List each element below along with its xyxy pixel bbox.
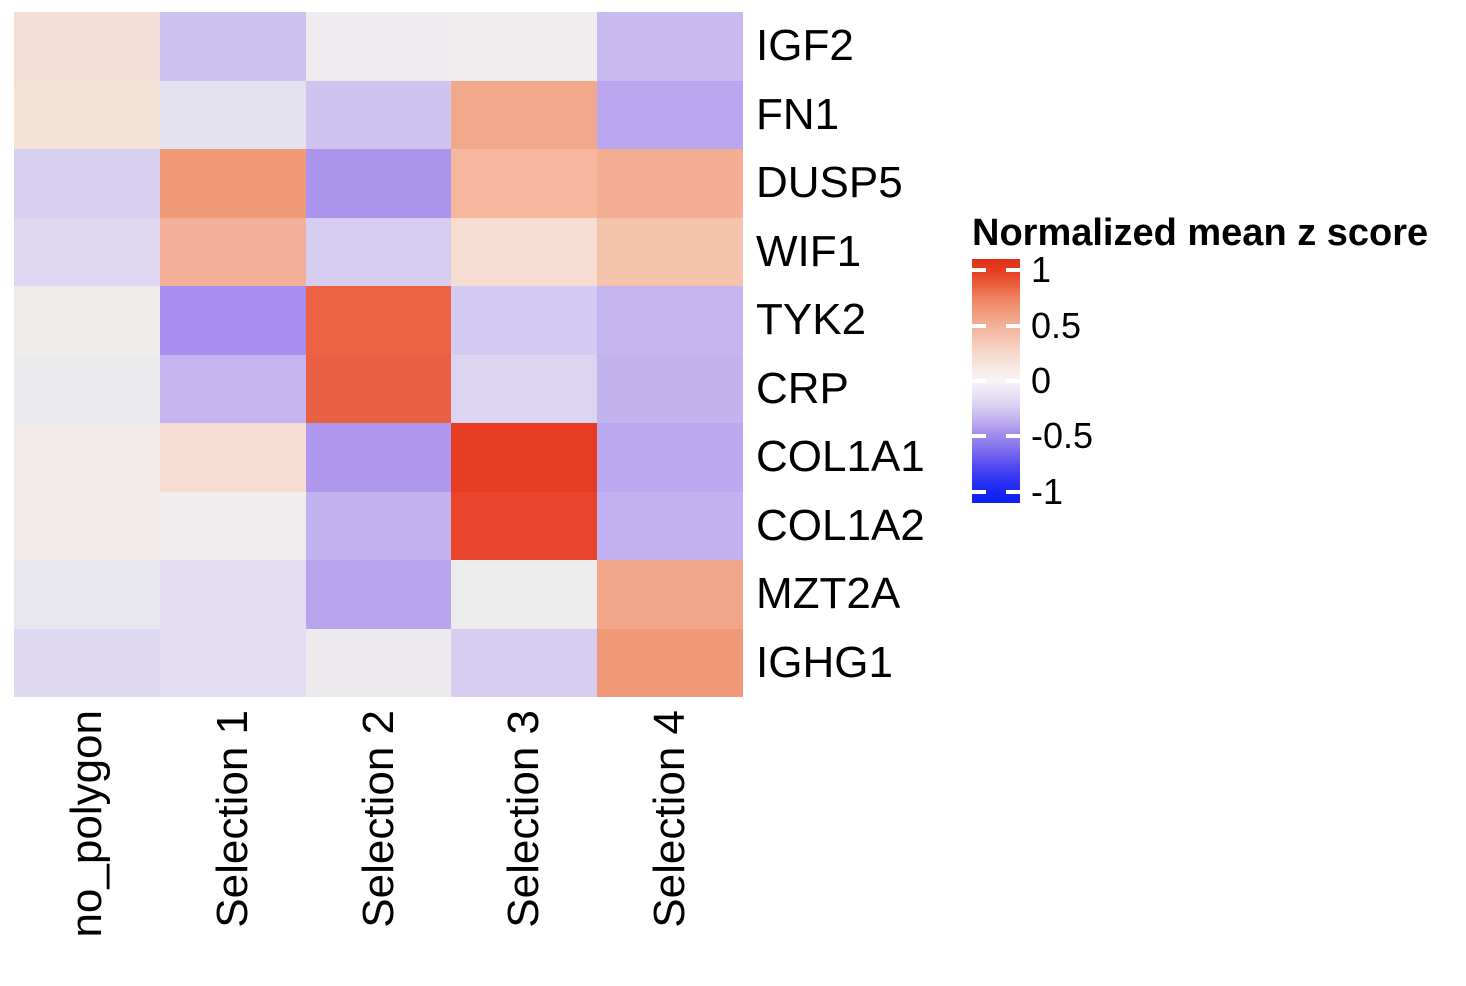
x-axis-label: Selection 2 [353, 710, 403, 928]
heatmap-cell [597, 560, 743, 629]
heatmap-cell [14, 12, 160, 81]
heatmap-cell [159, 80, 306, 149]
y-axis-label: COL1A1 [756, 432, 925, 482]
y-axis-label: DUSP5 [756, 158, 903, 208]
heatmap-cell [14, 217, 160, 286]
heatmap-cell [597, 217, 743, 286]
heatmap-cell [597, 286, 743, 355]
x-axis-label: no_polygon [61, 710, 111, 938]
heatmap-cell [305, 491, 452, 560]
heatmap-cell [451, 217, 598, 286]
heatmap-cell [451, 80, 598, 149]
y-axis-labels: IGF2 FN1 DUSP5 WIF1 TYK2 CRP COL1A1 COL1A2 MZT2A… [756, 12, 966, 697]
heatmap-cell [14, 628, 160, 697]
heatmap-cell [159, 423, 306, 492]
heatmap-cell [305, 354, 452, 423]
heatmap-panel [14, 12, 743, 697]
heatmap-cell [159, 12, 306, 81]
heatmap-cell [451, 560, 598, 629]
heatmap-cell [451, 12, 598, 81]
heatmap-cell [159, 560, 306, 629]
legend-tick-mark [1006, 379, 1020, 383]
heatmap-cell [14, 149, 160, 218]
heatmap-cell [159, 217, 306, 286]
heatmap-cell [305, 80, 452, 149]
heatmap-cell [305, 217, 452, 286]
heatmap-cell [451, 628, 598, 697]
legend-tick-label: 1 [1031, 249, 1052, 291]
heatmap-cell [14, 354, 160, 423]
y-axis-label: COL1A2 [756, 500, 925, 550]
legend-title: Normalized mean z score [972, 212, 1429, 254]
legend-tick-label: -1 [1031, 470, 1064, 512]
x-axis-label: Selection 3 [499, 710, 549, 928]
y-axis-label: IGHG1 [756, 637, 893, 687]
legend-tick-mark [1006, 434, 1020, 439]
y-axis-label: IGF2 [756, 21, 854, 71]
heatmap-cell [451, 423, 598, 492]
legend-tick-label: 0.5 [1031, 304, 1082, 346]
legend-tick-mark [972, 434, 986, 439]
heatmap-cell [597, 423, 743, 492]
legend-tick-mark [1006, 489, 1020, 494]
heatmap-cell [159, 628, 306, 697]
heatmap-cell [14, 560, 160, 629]
heatmap-cell [14, 423, 160, 492]
heatmap-cell [597, 491, 743, 560]
heatmap-cell [597, 149, 743, 218]
heatmap-cell [305, 628, 452, 697]
legend-tick-mark [972, 489, 986, 494]
heatmap-cell [597, 354, 743, 423]
heatmap-cell [14, 491, 160, 560]
heatmap-cell [597, 80, 743, 149]
heatmap-cell [14, 286, 160, 355]
heatmap-cell [159, 149, 306, 218]
heatmap-cell [305, 149, 452, 218]
heatmap-cell [159, 286, 306, 355]
heatmap-cell [597, 12, 743, 81]
legend-tick-label: -0.5 [1031, 415, 1094, 457]
y-axis-label: FN1 [756, 89, 840, 139]
legend-tick-mark [972, 323, 986, 328]
heatmap-cell [305, 286, 452, 355]
heatmap-cell [305, 12, 452, 81]
legend-colorbar [972, 259, 1020, 503]
y-axis-label: WIF1 [756, 226, 862, 276]
heatmap-cell [451, 286, 598, 355]
legend-tick-mark [1006, 268, 1020, 273]
heatmap-cell [451, 149, 598, 218]
y-axis-label: TYK2 [756, 295, 867, 345]
heatmap-cell [451, 491, 598, 560]
heatmap-cell [159, 491, 306, 560]
heatmap-cell [597, 628, 743, 697]
x-axis-label: Selection 4 [645, 710, 695, 928]
y-axis-label: MZT2A [756, 569, 901, 619]
heatmap-cell [305, 423, 452, 492]
legend-tick-mark [1006, 323, 1020, 328]
heatmap-cell [159, 354, 306, 423]
heatmap-cell [14, 80, 160, 149]
legend-tick-label: 0 [1031, 360, 1052, 401]
legend-tick-mark [972, 268, 986, 273]
y-axis-label: CRP [756, 363, 849, 413]
heatmap-cell [305, 560, 452, 629]
heatmap-cell [451, 354, 598, 423]
x-axis-label: Selection 1 [207, 710, 257, 928]
legend-tick-mark [972, 379, 986, 383]
